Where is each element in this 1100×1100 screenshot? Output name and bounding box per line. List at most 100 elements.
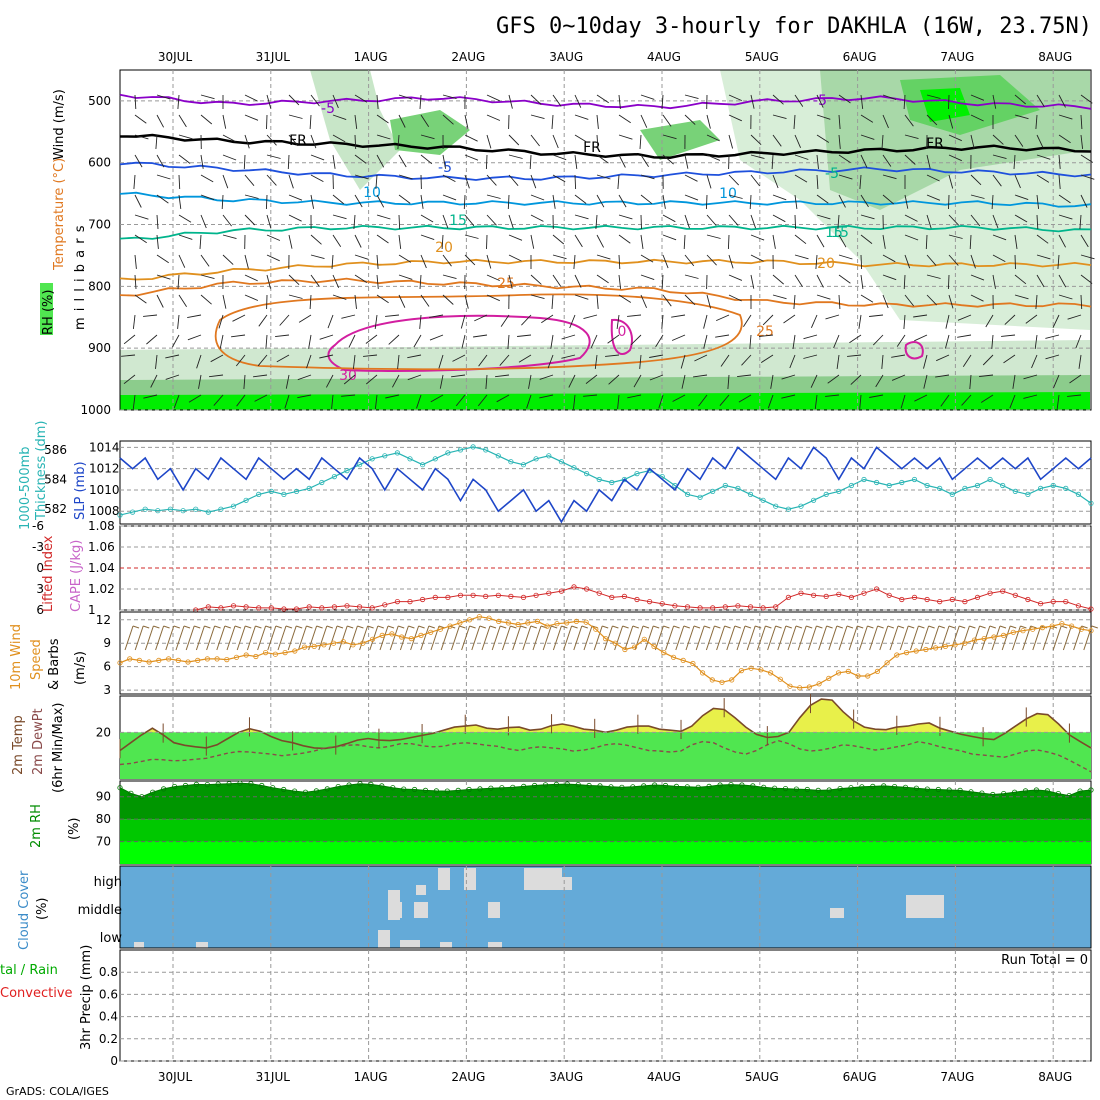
wind-barb	[420, 294, 430, 307]
wind-barb	[948, 114, 954, 129]
wind10-barb-flag	[867, 625, 874, 629]
wind10-line-point	[224, 656, 230, 663]
wind-barb	[530, 114, 545, 120]
rh-line-point	[706, 783, 712, 790]
wind-barb	[1014, 134, 1024, 147]
wind-barb	[198, 374, 202, 389]
thickness-line-point	[886, 482, 892, 489]
wind10-line-point	[767, 670, 774, 676]
cape-line-point	[394, 598, 400, 605]
wind10-line-point	[146, 659, 152, 665]
wind-barb	[793, 114, 796, 130]
wind-barb	[596, 234, 604, 248]
wind10-barb-flag	[234, 625, 242, 629]
contour-line	[904, 341, 924, 360]
wind-barb	[991, 194, 994, 210]
wind10-barb	[216, 625, 226, 651]
cape-line-point	[1050, 598, 1056, 605]
date-label-top: 7AUG	[940, 50, 974, 64]
rh-legend-swatch	[40, 283, 53, 335]
wind-barb	[156, 214, 159, 230]
wind10-barb	[359, 625, 369, 651]
wind-barb	[837, 214, 840, 230]
wind10-barb	[685, 625, 695, 651]
wind-barb	[640, 174, 655, 180]
contour-label: 20	[435, 240, 453, 256]
wind-barb	[200, 154, 204, 169]
wind10-barb	[807, 625, 817, 651]
wind-barb	[926, 294, 938, 306]
thickness-line-point	[256, 491, 262, 497]
cape-line-point	[306, 604, 312, 610]
wind10-barb	[828, 625, 838, 651]
wind-barb	[508, 234, 523, 241]
cape-line-point	[483, 593, 489, 600]
wind-barb	[464, 294, 469, 309]
wind-barb	[914, 334, 928, 342]
thickness-line-point	[218, 506, 224, 512]
wind-barb	[165, 374, 180, 380]
contour-label: 15	[825, 225, 843, 241]
wind-barb	[926, 154, 931, 169]
wind10-line-point	[690, 660, 696, 667]
wind-barb	[970, 294, 984, 302]
wind10-barb-flag	[387, 625, 395, 629]
wind-barb	[407, 354, 422, 359]
wind10-line-point	[593, 626, 599, 632]
wind-barb	[596, 154, 609, 164]
rh-line-point	[1022, 788, 1029, 794]
rh-line-point	[728, 781, 734, 788]
ylabel-rh: RH (%)	[41, 290, 56, 335]
cape-line-point	[962, 598, 968, 605]
wind10-barb	[369, 625, 379, 651]
wind10-line-point	[301, 644, 308, 650]
cape-line-point	[710, 605, 716, 611]
wind-barb	[1014, 94, 1026, 105]
precip-run-total: Run Total = 0	[1001, 953, 1088, 968]
wind10-barb-flag	[367, 625, 374, 629]
cape-tick-label: 1	[88, 603, 96, 617]
wind-barb	[413, 334, 422, 348]
thickness-line-point	[861, 476, 867, 483]
wind-barb	[681, 374, 686, 389]
wind-barb	[1080, 294, 1083, 310]
thickness-line-point	[470, 444, 476, 450]
wind-barb	[464, 234, 479, 239]
wind-barb	[177, 94, 180, 110]
wind-barb	[354, 94, 368, 103]
wind-barb	[574, 154, 578, 169]
wind-barb	[244, 94, 258, 102]
wind-barb	[750, 214, 757, 229]
rh-line-point	[379, 783, 385, 789]
wind10-barb	[491, 625, 501, 651]
wind-barb	[750, 234, 765, 241]
wind10-barb	[909, 625, 919, 651]
wind-barb	[288, 214, 302, 222]
wind-barb	[419, 274, 422, 290]
rh-line-point	[488, 785, 494, 791]
wind10-line-point	[913, 648, 919, 654]
wind-barb	[134, 234, 147, 244]
wind10-barb	[838, 625, 848, 651]
rh-area	[120, 783, 1091, 820]
wind-barb	[618, 154, 626, 168]
wind-barb	[442, 274, 457, 280]
wind-barb	[891, 374, 906, 381]
wind10-line-point	[631, 644, 638, 650]
wind-barb	[980, 394, 994, 403]
wind-barb	[970, 94, 985, 101]
contour-label: FR	[926, 136, 944, 152]
rh-line-point	[346, 782, 352, 788]
wind-barb	[882, 154, 892, 167]
wind-barb	[1053, 374, 1060, 389]
wind-barb	[957, 334, 972, 338]
cape-line-point	[672, 603, 678, 609]
wind-barb	[882, 174, 897, 180]
wind10-barb	[1001, 625, 1011, 651]
wind-barb	[398, 214, 401, 230]
wind-barb	[728, 174, 740, 186]
rh-line-point	[324, 786, 330, 792]
wind-barb	[936, 354, 950, 362]
wind10-line-point	[272, 651, 278, 657]
wind-barb	[398, 234, 402, 249]
